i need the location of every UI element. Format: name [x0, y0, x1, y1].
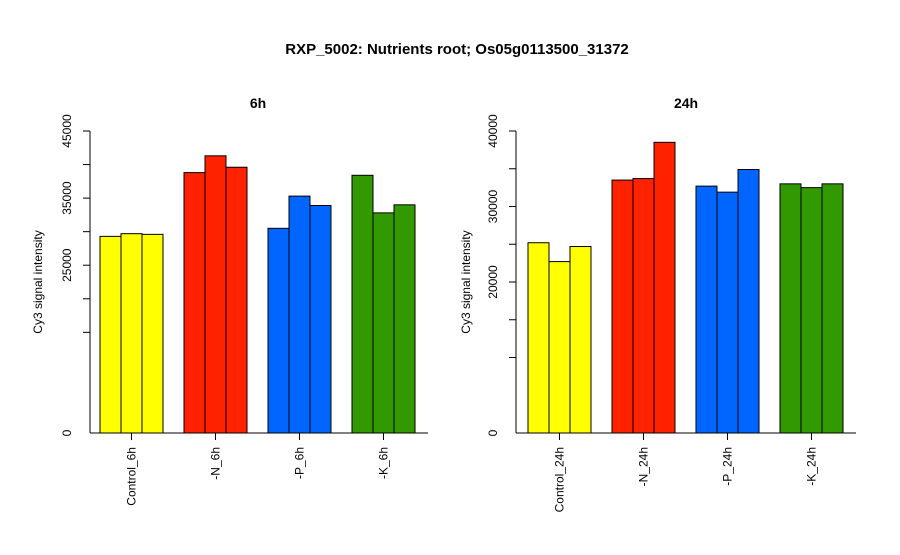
x-tick-label: -N_6h [209, 447, 223, 480]
y-tick-label: 35000 [60, 181, 74, 215]
bar--N_6h-2 [204, 155, 227, 434]
bar--K_24h-2 [800, 187, 823, 434]
bar-Control_6h-1 [99, 235, 122, 434]
bar--K_6h-3 [393, 204, 416, 434]
chart-main-title: RXP_5002: Nutrients root; Os05g0113500_3… [285, 41, 629, 58]
x-tick-label: -K_6h [377, 447, 391, 479]
panel-title: 24h [674, 95, 698, 111]
y-tick-label: 0 [486, 429, 500, 436]
y-tick-label: 40000 [486, 114, 500, 148]
bar-Control_24h-3 [569, 246, 592, 434]
bar--N_24h-1 [611, 179, 634, 434]
bar--P_24h-2 [716, 191, 739, 434]
bar--P_6h-3 [309, 204, 332, 434]
bar--N_6h-3 [225, 166, 248, 434]
chart-panel-6h: 6h Cy3 signal intensity 0 25000 35000 45000 Co… [31, 95, 428, 506]
bar-Control_24h-2 [548, 261, 571, 434]
bar--K_6h-1 [351, 174, 374, 434]
bar-Control_24h-1 [527, 242, 550, 434]
y-axis-label: Cy3 signal intensity [459, 230, 473, 333]
bar--P_24h-1 [695, 185, 718, 434]
bar--K_24h-1 [779, 183, 802, 434]
bar--K_6h-2 [372, 212, 395, 434]
y-tick-label: 0 [60, 429, 74, 436]
bar--N_24h-2 [632, 178, 655, 434]
x-tick-label: -P_6h [293, 447, 307, 479]
bar--N_24h-3 [653, 141, 676, 434]
bar-Control_6h-3 [141, 233, 164, 434]
bar--P_6h-2 [288, 195, 311, 434]
x-tick-label: -N_24h [637, 447, 651, 486]
bar-Control_6h-2 [120, 233, 143, 434]
bar--K_24h-3 [821, 183, 844, 434]
y-tick-label: 30000 [486, 189, 500, 223]
panel-title: 6h [250, 95, 266, 111]
x-tick-label: -P_24h [721, 447, 735, 486]
x-tick-label: Control_24h [553, 447, 567, 512]
x-tick-label: Control_6h [125, 447, 139, 506]
bar--N_6h-1 [183, 172, 206, 434]
y-tick-label: 20000 [486, 265, 500, 299]
y-tick-label: 45000 [60, 114, 74, 148]
x-tick-label: -K_24h [805, 447, 819, 486]
bar--P_24h-3 [737, 169, 760, 434]
y-axis-label: Cy3 signal intensity [31, 230, 45, 333]
chart-panel-24h: 24h Cy3 signal intensity 0 20000 30000 40000 C… [459, 95, 856, 512]
y-tick-label: 25000 [60, 248, 74, 282]
bar--P_6h-1 [267, 227, 290, 434]
